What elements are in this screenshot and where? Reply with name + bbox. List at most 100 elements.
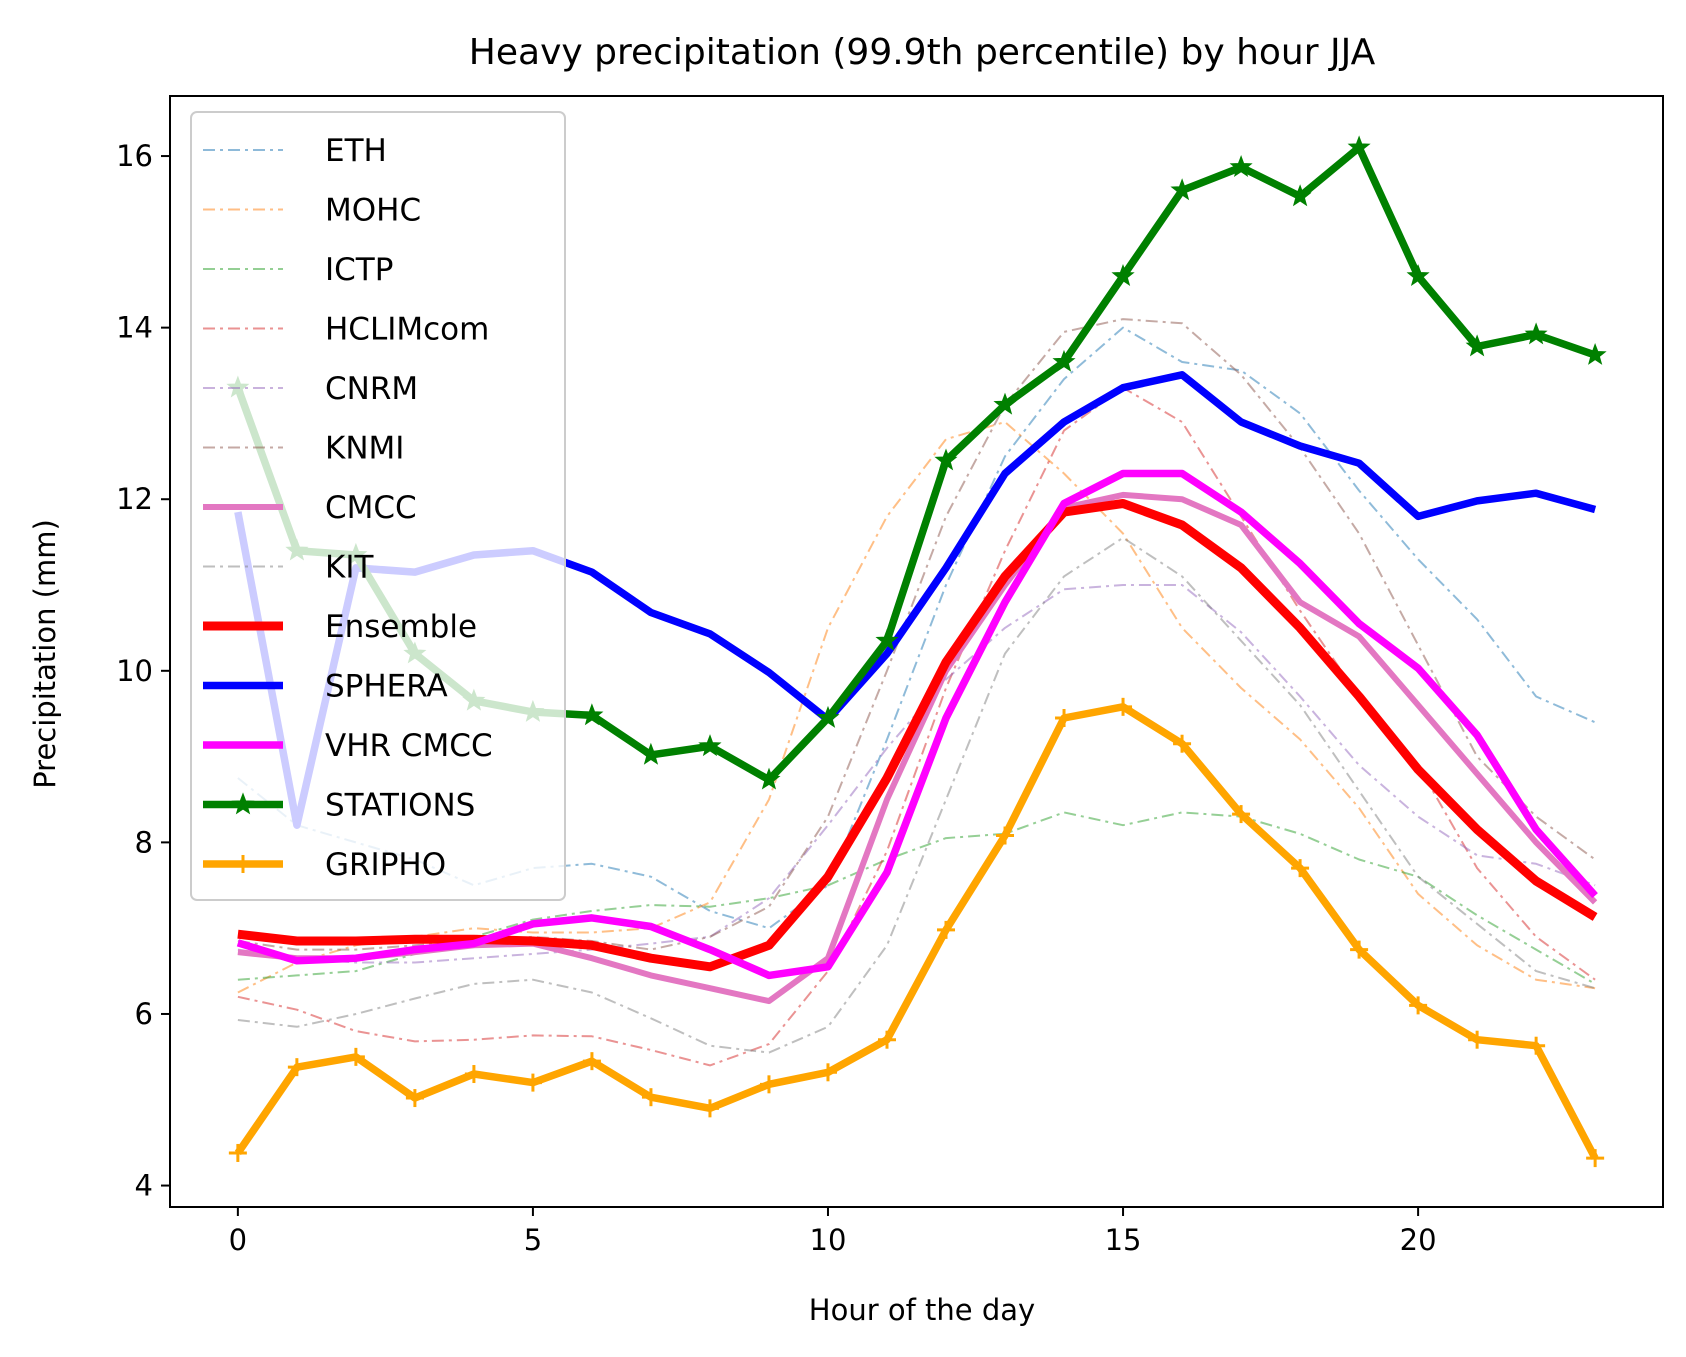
legend-label-knmi: KNMI: [325, 431, 404, 467]
y-tick-label: 4: [135, 1169, 153, 1203]
legend-item-eth: ETH: [203, 133, 387, 169]
legend-label-cmcc: CMCC: [325, 490, 417, 526]
y-tick-label: 16: [116, 139, 153, 173]
data-point-gripho: [1409, 996, 1428, 1015]
data-point-gripho: [877, 1030, 896, 1049]
legend-item-stations: STATIONS: [203, 788, 475, 824]
legend-swatch-gripho: [203, 855, 283, 873]
y-tick-label: 10: [116, 654, 153, 688]
data-point-gripho: [287, 1058, 306, 1077]
data-point-gripho: [1114, 697, 1133, 716]
data-point-stations: [1111, 264, 1135, 287]
legend-label-stations: STATIONS: [325, 788, 475, 824]
legend-item-sphera: SPHERA: [203, 669, 448, 705]
legend-item-cnrm: CNRM: [203, 371, 418, 407]
data-point-stations: [993, 392, 1017, 415]
data-point-stations: [639, 742, 663, 765]
y-tick-label: 14: [116, 311, 153, 345]
data-point-gripho: [1173, 734, 1192, 753]
data-point-gripho: [1586, 1149, 1605, 1168]
data-point-gripho: [464, 1065, 483, 1084]
legend-label-cnrm: CNRM: [325, 371, 418, 407]
x-tick-label: 5: [524, 1223, 542, 1257]
data-point-stations: [1465, 334, 1489, 357]
x-tick-label: 20: [1400, 1223, 1437, 1257]
legend-marker-gripho: [234, 855, 252, 873]
data-point-stations: [875, 628, 899, 651]
data-point-stations: [934, 448, 958, 471]
x-tick-label: 15: [1105, 1223, 1142, 1257]
legend-label-ensemble: Ensemble: [325, 609, 477, 645]
data-point-stations: [1288, 184, 1312, 207]
legend-label-ictp: ICTP: [325, 252, 393, 288]
legend-box: [190, 111, 566, 901]
plot-frame: [169, 95, 1664, 1208]
data-point-stations: [1052, 349, 1076, 372]
y-tick-label: 8: [135, 825, 153, 859]
series-line-vhr-cmcc: [236, 469, 1598, 980]
data-point-gripho: [996, 826, 1015, 845]
data-point-gripho: [228, 1143, 247, 1162]
legend-item-kit: KIT: [203, 550, 374, 586]
data-point-gripho: [759, 1075, 778, 1094]
data-point-gripho: [1291, 859, 1310, 878]
legend-item-mohc: MOHC: [203, 193, 421, 229]
legend-label-kit: KIT: [325, 550, 374, 586]
data-point-gripho: [346, 1047, 365, 1066]
legend-label-eth: ETH: [325, 133, 387, 169]
data-point-gripho: [1232, 805, 1251, 824]
series-vhr-cmcc: [236, 469, 1598, 980]
legend-item-ensemble: Ensemble: [203, 609, 477, 645]
y-tick-label: 6: [135, 997, 153, 1031]
legend-label-gripho: GRIPHO: [325, 847, 446, 883]
legend-item-ictp: ICTP: [203, 252, 393, 288]
data-point-gripho: [523, 1073, 542, 1092]
data-point-gripho: [1527, 1036, 1546, 1055]
data-point-gripho: [1468, 1030, 1487, 1049]
legend-swatch-stations: [203, 792, 283, 815]
data-point-stations: [1583, 342, 1607, 365]
series-line-mohc: [237, 421, 1596, 994]
x-tick-label: 0: [229, 1223, 247, 1257]
data-point-stations: [757, 767, 781, 790]
chart-title: Heavy precipitation (99.9th percentile) …: [469, 32, 1376, 73]
data-point-gripho: [641, 1088, 660, 1107]
legend-item-knmi: KNMI: [203, 431, 404, 467]
legend-item-cmcc: CMCC: [203, 490, 417, 526]
legend-label-sphera: SPHERA: [325, 669, 448, 705]
data-point-stations: [1524, 322, 1548, 345]
legend-item-gripho: GRIPHO: [203, 847, 446, 883]
data-point-gripho: [818, 1063, 837, 1082]
legend-marker-stations: [231, 792, 255, 815]
legend-item-hclimcom: HCLIMcom: [203, 312, 489, 348]
data-point-stations: [698, 734, 722, 757]
y-axis-label: Precipitation (mm): [28, 519, 62, 789]
data-point-gripho: [700, 1099, 719, 1118]
series-kit: [237, 536, 1596, 1054]
x-tick-label: 10: [810, 1223, 847, 1257]
legend-item-vhr-cmcc: VHR CMCC: [203, 728, 493, 764]
series-mohc: [237, 421, 1596, 994]
data-point-gripho: [582, 1052, 601, 1071]
data-point-stations: [1406, 264, 1430, 287]
y-tick-label: 12: [116, 482, 153, 516]
series-line-ensemble: [237, 499, 1598, 972]
data-point-stations: [580, 703, 604, 726]
series-ensemble: [237, 499, 1598, 972]
data-point-gripho: [1055, 708, 1074, 727]
data-point-stations: [1347, 135, 1371, 158]
series-line-gripho: [234, 703, 1599, 1160]
legend-label-vhr-cmcc: VHR CMCC: [325, 728, 493, 764]
data-point-gripho: [1350, 940, 1369, 959]
legend: ETH MOHC ICTP HCLIMcom CNRM KNMI CMCC KIT Ensemb…: [190, 111, 566, 901]
x-axis-label: Hour of the day: [809, 1293, 1035, 1327]
legend-label-mohc: MOHC: [325, 193, 421, 229]
data-point-gripho: [405, 1089, 424, 1108]
legend-label-hclimcom: HCLIMcom: [325, 312, 489, 348]
series-gripho: [228, 697, 1605, 1168]
series-line-kit: [237, 536, 1596, 1054]
data-point-stations: [816, 705, 840, 728]
data-point-gripho: [937, 920, 956, 939]
data-point-stations: [1229, 155, 1253, 178]
